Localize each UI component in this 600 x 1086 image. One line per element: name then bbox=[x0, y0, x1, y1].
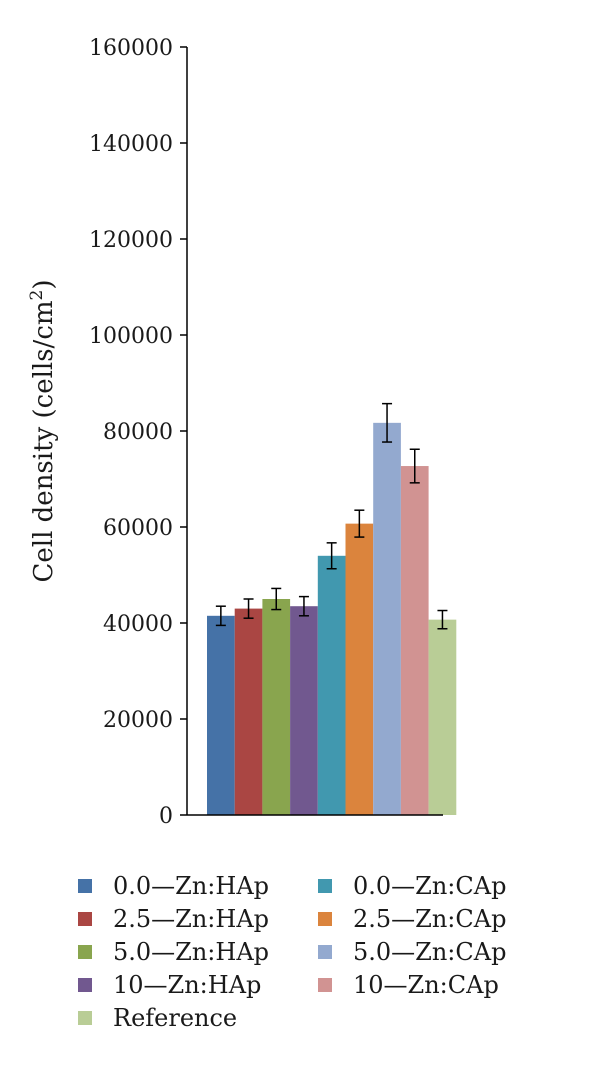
legend-swatch bbox=[78, 945, 92, 959]
legend-label: 5.0—Zn:HAp bbox=[113, 938, 269, 966]
legend-swatch bbox=[78, 1011, 92, 1025]
y-tick-label: 100000 bbox=[89, 324, 173, 349]
bar bbox=[317, 555, 346, 815]
y-tick-label: 20000 bbox=[103, 708, 173, 733]
bar bbox=[373, 422, 401, 815]
legend-label: 0.0—Zn:HAp bbox=[113, 872, 269, 900]
legend: 0.0—Zn:HAp 0.0—Zn:CAp 2.5—Zn:HAp 2.5—Zn:CAp… bbox=[78, 872, 506, 1032]
y-tick-label: 0 bbox=[159, 804, 173, 829]
y-tick-label: 140000 bbox=[89, 132, 173, 157]
legend-label: 2.5—Zn:CAp bbox=[353, 905, 506, 933]
legend-swatch bbox=[318, 879, 332, 893]
bar bbox=[207, 615, 235, 815]
bar bbox=[400, 466, 429, 815]
bar bbox=[262, 599, 291, 815]
y-tick-label: 80000 bbox=[103, 420, 173, 445]
legend-label: Reference bbox=[113, 1004, 237, 1032]
bar bbox=[234, 608, 263, 815]
legend-swatch bbox=[78, 879, 92, 893]
bars bbox=[207, 422, 457, 815]
bar bbox=[428, 619, 457, 815]
y-axis-label-close: ) bbox=[29, 279, 59, 289]
y-tick-label: 40000 bbox=[103, 612, 173, 637]
y-axis-ticks: 0 20000 40000 60000 80000 100000 120000 140000 1… bbox=[89, 36, 187, 829]
y-tick-label: 60000 bbox=[103, 516, 173, 541]
legend-swatch bbox=[318, 978, 332, 992]
y-axis-label-text: Cell density (cells/cm bbox=[29, 300, 59, 582]
legend-label: 10—Zn:CAp bbox=[353, 971, 499, 999]
legend-label: 10—Zn:HAp bbox=[113, 971, 261, 999]
legend-label: 0.0—Zn:CAp bbox=[353, 872, 506, 900]
error-bars bbox=[215, 402, 448, 630]
legend-swatch bbox=[78, 978, 92, 992]
y-tick-label: 120000 bbox=[89, 228, 173, 253]
y-tick-label: 160000 bbox=[89, 36, 173, 61]
y-axis-label-superscript: 2 bbox=[27, 290, 47, 301]
legend-label: 2.5—Zn:HAp bbox=[113, 905, 269, 933]
legend-swatch bbox=[318, 912, 332, 926]
legend-swatch bbox=[318, 945, 332, 959]
bar bbox=[290, 606, 318, 815]
legend-label: 5.0—Zn:CAp bbox=[353, 938, 506, 966]
bar bbox=[345, 523, 374, 815]
y-axis-label: Cell density (cells/cm2) bbox=[27, 279, 59, 582]
legend-swatch bbox=[78, 912, 92, 926]
